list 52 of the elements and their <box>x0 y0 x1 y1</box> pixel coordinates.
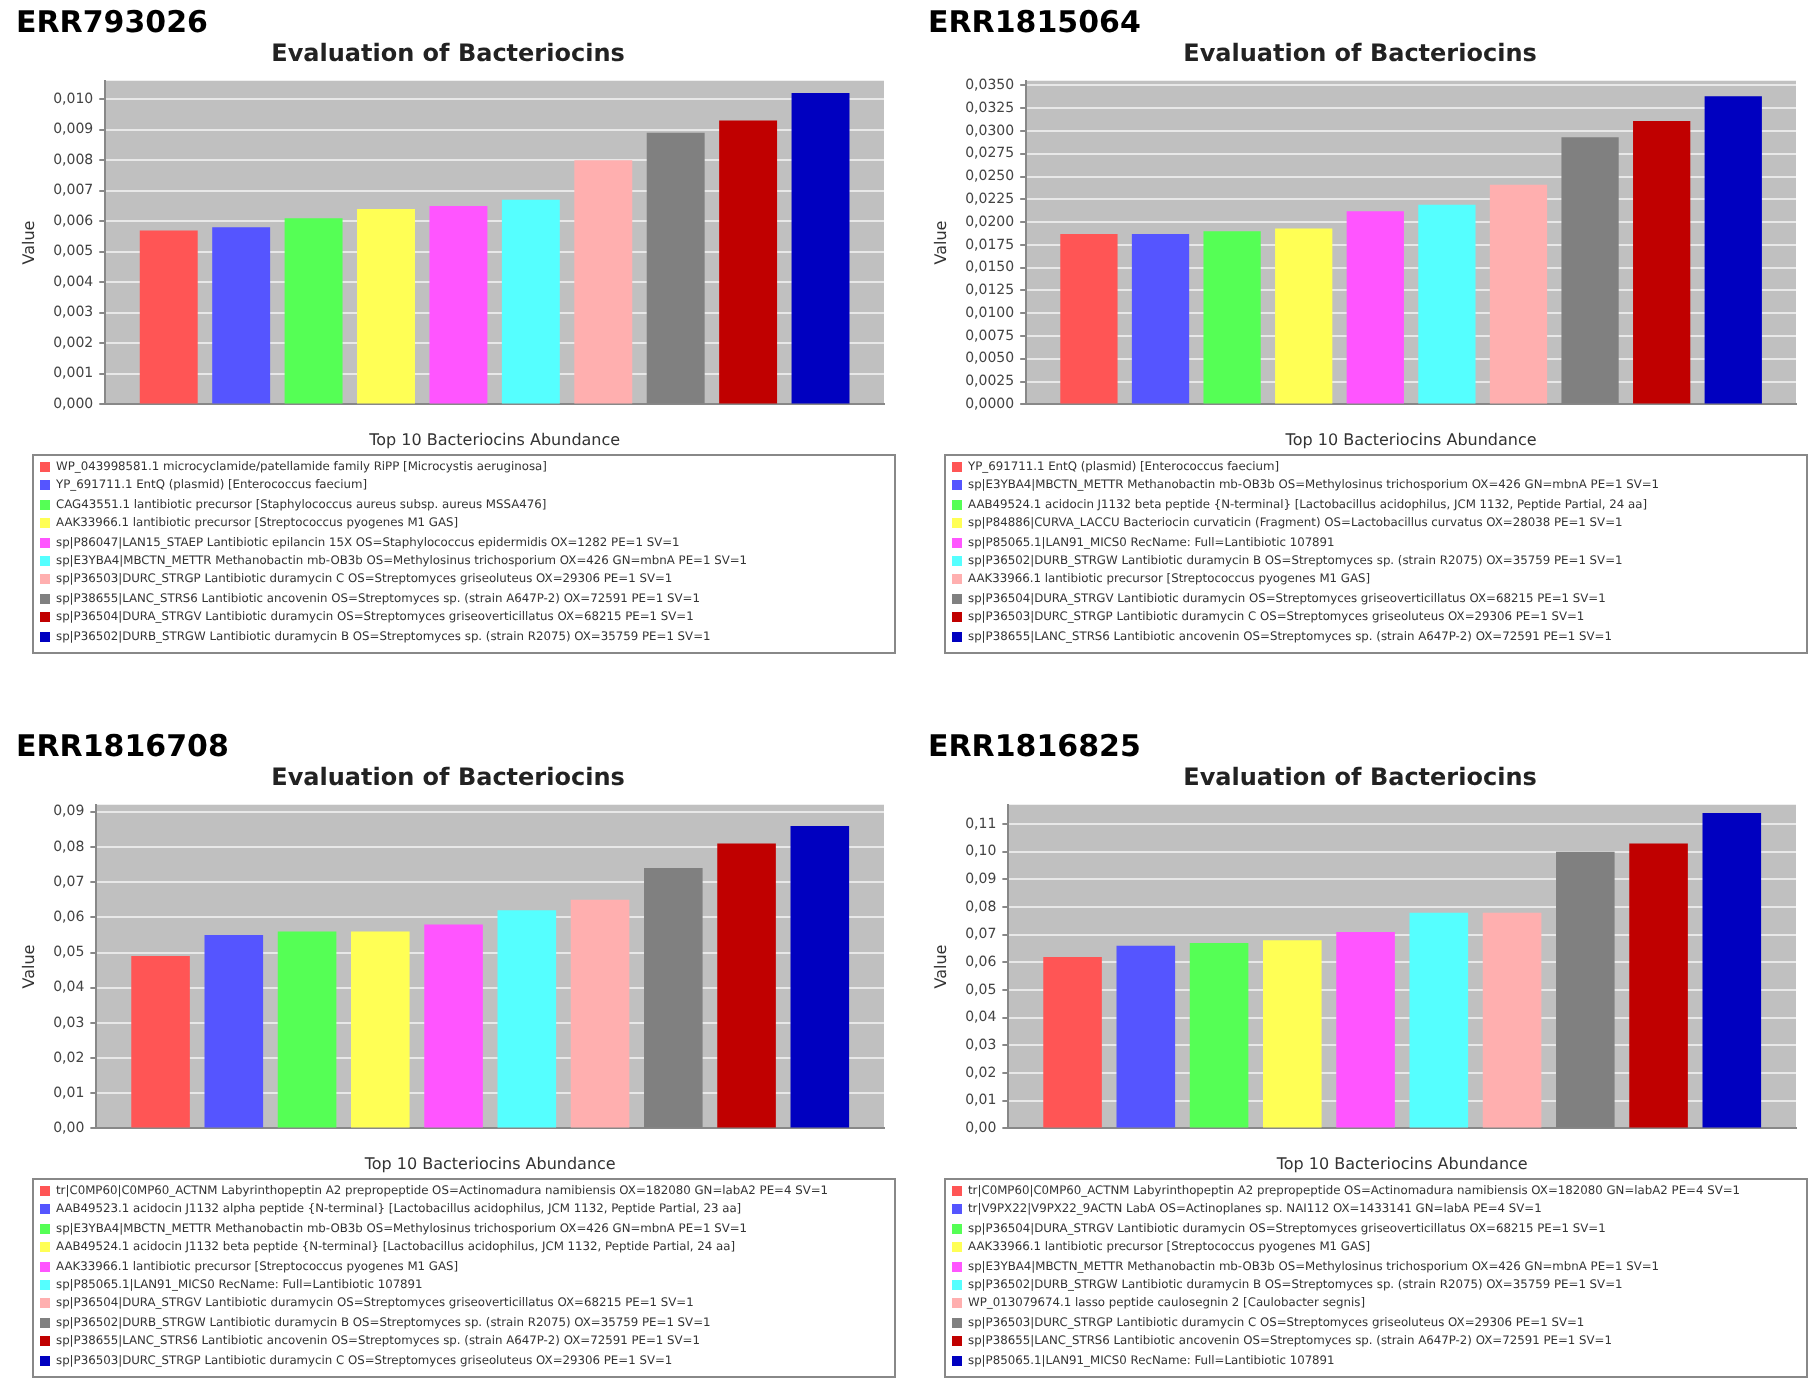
bar <box>1263 940 1322 1128</box>
bar <box>574 160 633 404</box>
x-axis-title: Top 10 Bacteriocins Abundance <box>367 430 621 449</box>
bar <box>570 899 630 1128</box>
bar <box>277 931 337 1128</box>
bar <box>1482 912 1542 1128</box>
chart-title: Evaluation of Bacteriocins <box>271 38 625 67</box>
bar <box>212 227 271 404</box>
chart-title: Evaluation of Bacteriocins <box>1183 762 1537 791</box>
bar <box>1336 932 1395 1128</box>
bar <box>1633 120 1691 404</box>
bar <box>429 205 488 404</box>
text: ERR793026 <box>16 4 210 40</box>
bar <box>501 199 560 404</box>
bar <box>1275 228 1333 404</box>
bar <box>1489 184 1548 404</box>
y-axis-title: Value <box>931 220 950 265</box>
x-axis-title: Top 10 Bacteriocins Abundance <box>1274 1154 1528 1173</box>
bar <box>1418 204 1476 404</box>
x-axis-title: Top 10 Bacteriocins Abundance <box>1283 430 1537 449</box>
bar <box>424 924 483 1128</box>
bar <box>1702 813 1762 1128</box>
bar <box>497 910 557 1128</box>
bar <box>284 218 343 404</box>
chart-title: Evaluation of Bacteriocins <box>271 762 625 791</box>
bar <box>1189 943 1249 1128</box>
bar <box>790 825 850 1128</box>
bar <box>1629 843 1688 1128</box>
bar <box>719 120 778 404</box>
bar <box>1346 211 1404 404</box>
bar <box>357 209 415 404</box>
bar <box>1409 912 1469 1128</box>
chart-title: Evaluation of Bacteriocins <box>1183 38 1537 67</box>
bar <box>1116 945 1176 1128</box>
y-axis-title: Value <box>931 944 950 989</box>
text: ERR1816708 <box>16 728 231 764</box>
bar <box>131 956 190 1128</box>
bar <box>139 230 198 404</box>
y-axis-title: Value <box>19 944 38 989</box>
bar <box>717 843 776 1128</box>
bar <box>1060 233 1118 404</box>
bar <box>1131 233 1190 404</box>
bar <box>791 93 850 404</box>
bar <box>204 934 264 1128</box>
text: ERR1815064 <box>928 4 1143 40</box>
text: ERR1816825 <box>928 728 1143 764</box>
y-axis-title: Value <box>19 220 38 265</box>
bar <box>1203 231 1261 404</box>
bar <box>1704 96 1762 404</box>
bar <box>351 931 410 1128</box>
bar <box>1043 956 1102 1128</box>
x-axis-title: Top 10 Bacteriocins Abundance <box>362 1154 616 1173</box>
